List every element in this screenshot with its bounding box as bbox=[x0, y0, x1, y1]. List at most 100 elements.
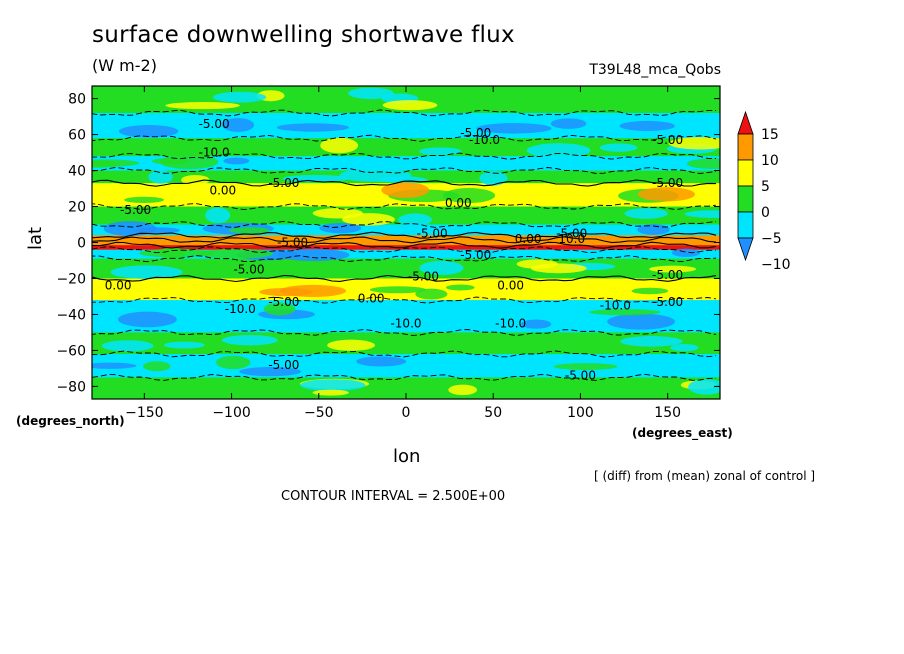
colorbar-segment-1 bbox=[737, 159, 754, 187]
contour-blob-2-4 bbox=[418, 147, 462, 156]
x-tick-label-6: 150 bbox=[654, 405, 681, 421]
contour-blob-2-3 bbox=[668, 137, 720, 150]
chart-title: surface downwelling shortwave flux bbox=[92, 22, 515, 48]
colorbar-label-4: −5 bbox=[761, 231, 782, 247]
contour-blob-17-5 bbox=[688, 379, 720, 395]
contour-label-13: 10.0 bbox=[558, 232, 585, 246]
lat-band-10 bbox=[92, 245, 720, 251]
contour-label-1: -5.00 bbox=[460, 126, 491, 140]
contour-blob-3-4 bbox=[223, 157, 250, 165]
contour-blob-14-4 bbox=[263, 302, 296, 316]
contour-blob-0-3 bbox=[213, 91, 267, 103]
contour-label-4: -10.0 bbox=[199, 146, 230, 160]
contour-label-18: -5.00 bbox=[652, 268, 683, 282]
contour-blob-3-1 bbox=[686, 158, 720, 170]
contour-blob-1-2 bbox=[276, 123, 349, 132]
x-axis-units: (degrees_east) bbox=[632, 426, 733, 440]
contour-blob-4-4 bbox=[339, 168, 412, 182]
contour-line-11 bbox=[92, 246, 716, 254]
contour-blob-6-3 bbox=[684, 210, 720, 218]
contour-label-3: -5.00 bbox=[652, 133, 683, 147]
contour-line-6 bbox=[92, 203, 717, 211]
contour-line-14 bbox=[92, 296, 717, 304]
lat-band-8 bbox=[92, 235, 720, 241]
contour-blob-13-4 bbox=[445, 284, 475, 291]
y-tick-label-3: −20 bbox=[56, 271, 86, 287]
contour-blob-15-2 bbox=[163, 341, 205, 349]
contour-label-5: -5.00 bbox=[268, 176, 299, 190]
contour-blob-12-3 bbox=[530, 263, 587, 274]
contour-line-4 bbox=[92, 167, 717, 174]
lat-band-11 bbox=[92, 249, 720, 260]
contour-blob-14-5 bbox=[520, 319, 552, 329]
colorbar-label-2: 5 bbox=[761, 179, 770, 195]
colorbar-bottom-triangle bbox=[737, 237, 754, 262]
x-tick-label-3: 0 bbox=[402, 405, 411, 421]
chart-units: (W m-2) bbox=[92, 56, 157, 75]
contour-blob-4-1 bbox=[282, 174, 348, 183]
contour-blob-0-4 bbox=[165, 101, 240, 110]
colorbar-top-triangle bbox=[737, 110, 754, 135]
contour-blob-5-1 bbox=[443, 188, 496, 204]
diff-note: [ (diff) from (mean) zonal of control ] bbox=[594, 469, 816, 483]
contour-blob-16-3 bbox=[239, 366, 302, 377]
heatmap-bands bbox=[92, 86, 720, 399]
contour-blob-6-5 bbox=[398, 213, 432, 226]
x-axis-label: lon bbox=[393, 446, 421, 467]
contour-label-29: -5.00 bbox=[565, 369, 596, 383]
contour-blob-16-5 bbox=[553, 363, 618, 370]
contour-line-9 bbox=[92, 236, 717, 244]
contour-blob-14-2 bbox=[589, 309, 661, 316]
y-tick-label-8: 80 bbox=[68, 92, 86, 108]
contour-labels: -5.00-5.00-10.0 -5.00-10.0-5.00 -5.000.000… bbox=[105, 117, 683, 383]
contour-blob-15-0 bbox=[101, 340, 154, 352]
contour-blob-1-4 bbox=[550, 118, 587, 129]
contour-blob-13-3 bbox=[259, 287, 313, 297]
contour-blob-1-0 bbox=[476, 123, 552, 134]
colorbar-segment-0 bbox=[737, 133, 754, 161]
contour-blob-15-5 bbox=[221, 335, 278, 346]
contour-label-8: 0.00 bbox=[445, 196, 472, 210]
contour-label-24: -5.00 bbox=[652, 295, 683, 309]
y-tick-label-7: 60 bbox=[68, 128, 86, 144]
y-tick-label-1: −60 bbox=[56, 343, 86, 359]
colorbar-label-3: 0 bbox=[761, 205, 770, 221]
contour-line-10 bbox=[92, 241, 717, 249]
lat-band-17 bbox=[92, 377, 720, 399]
contour-label-20: 0.00 bbox=[497, 279, 524, 293]
contour-label-9: -5.00 bbox=[120, 203, 151, 217]
x-tick-label-5: 100 bbox=[567, 405, 594, 421]
contour-blob-4-3 bbox=[148, 170, 173, 184]
contour-blob-17-4 bbox=[312, 389, 349, 396]
contour-blob-5-0 bbox=[124, 196, 164, 204]
contour-blob-15-4 bbox=[620, 336, 683, 347]
contour-blobs bbox=[92, 87, 720, 396]
contour-blob-6-1 bbox=[312, 208, 363, 219]
contour-blob-16-4 bbox=[92, 362, 137, 369]
contour-label-0: -5.00 bbox=[199, 117, 230, 131]
contour-label-2: -10.0 bbox=[469, 133, 500, 147]
contour-blob-6-2 bbox=[624, 208, 668, 219]
contour-blob-14-0 bbox=[118, 311, 177, 328]
contour-blob-15-1 bbox=[670, 343, 699, 352]
colorbar-label-1: 10 bbox=[761, 153, 779, 169]
contour-label-7: 0.00 bbox=[209, 183, 236, 197]
colorbar-segment-3 bbox=[737, 211, 754, 239]
y-tick-label-6: 40 bbox=[68, 164, 86, 180]
contour-line-5 bbox=[92, 179, 717, 187]
contour-blob-7-5 bbox=[135, 227, 180, 234]
contour-line-7 bbox=[92, 220, 717, 228]
contour-label-14: -5.00 bbox=[277, 236, 308, 250]
contour-blob-6-4 bbox=[205, 207, 231, 224]
lat-band-16 bbox=[92, 354, 720, 378]
colorbar-segment-2 bbox=[737, 185, 754, 213]
contour-interval: CONTOUR INTERVAL = 2.500E+00 bbox=[281, 489, 506, 504]
contour-line-15 bbox=[92, 329, 717, 336]
x-tick-label-2: −50 bbox=[304, 405, 334, 421]
contour-label-6: -5.00 bbox=[652, 176, 683, 190]
contour-blob-13-5 bbox=[369, 286, 427, 294]
contour-blob-16-0 bbox=[356, 356, 407, 367]
contour-blob-7-1 bbox=[319, 223, 362, 234]
contour-blob-12-4 bbox=[110, 265, 183, 279]
y-tick-label-2: −40 bbox=[56, 307, 86, 323]
